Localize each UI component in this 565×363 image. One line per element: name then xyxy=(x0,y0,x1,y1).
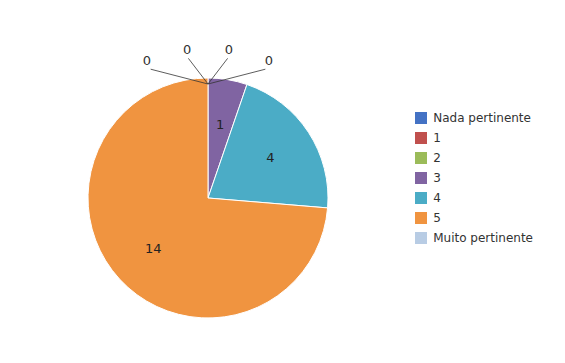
html-text:2: 2 xyxy=(433,150,441,165)
html-text:1: 1 xyxy=(433,130,441,145)
svg-text:0: 0 xyxy=(183,42,191,57)
html-text:3: 3 xyxy=(433,170,441,185)
html-text:4: 4 xyxy=(433,190,441,205)
html-text:Muito pertinente: Muito pertinente xyxy=(433,230,533,245)
svg-text:0: 0 xyxy=(143,53,151,68)
svg-text:4: 4 xyxy=(266,150,274,165)
svg-text:1: 1 xyxy=(216,117,224,132)
html-text:Nada pertinente: Nada pertinente xyxy=(433,110,531,125)
svg-text:14: 14 xyxy=(145,241,162,256)
svg-text:0: 0 xyxy=(265,53,273,68)
html-text:5: 5 xyxy=(433,210,441,225)
svg-text:0: 0 xyxy=(225,42,233,57)
